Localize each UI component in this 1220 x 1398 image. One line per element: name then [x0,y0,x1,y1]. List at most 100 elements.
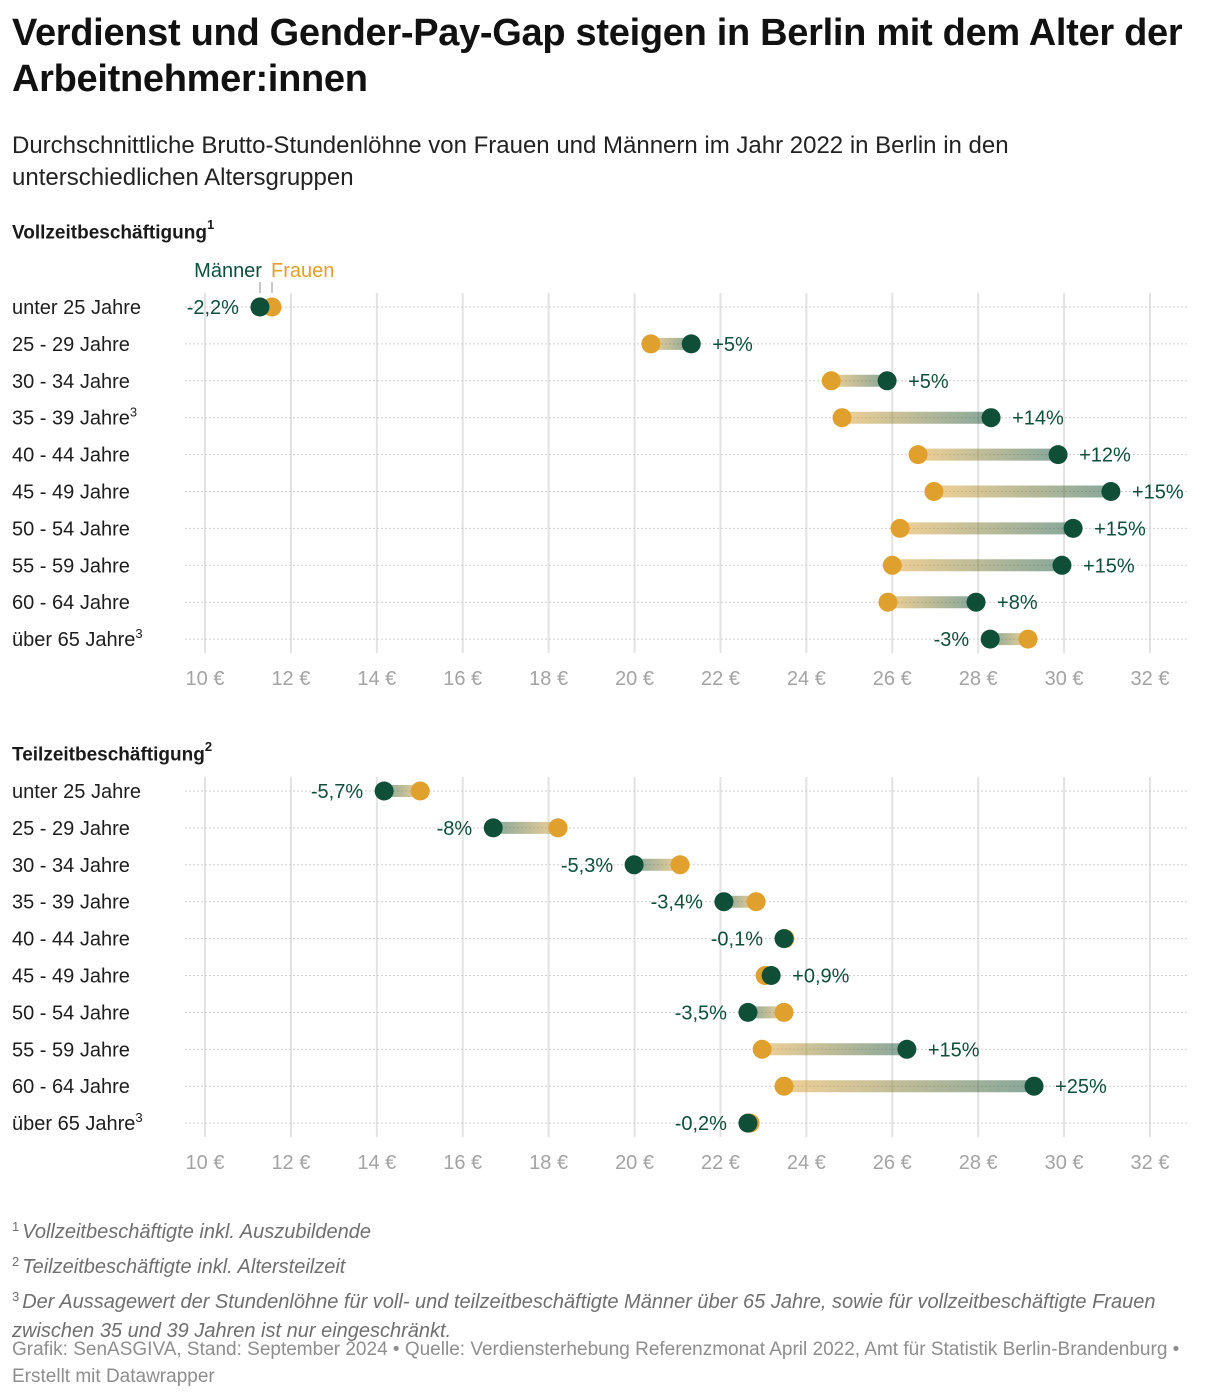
footnote-number: 3 [12,1289,20,1304]
category-label: über 65 Jahre3 [12,1110,143,1135]
legend-women: Frauen [271,260,334,282]
footnote-text: Vollzeitbeschäftigte inkl. Auszubildende [22,1221,371,1243]
footnote-text: Der Aussagewert der Stundenlöhne für vol… [12,1291,1156,1342]
footnote-ref: 2 [204,739,213,754]
men-dot [774,929,794,949]
women-dot [890,518,910,538]
chart-subtitle: Durchschnittliche Brutto-Stundenlöhne vo… [12,132,1009,191]
x-tick-label: 10 € [186,1152,225,1174]
women-dot [774,1002,794,1022]
women-dot [821,371,841,391]
category-label: 40 - 44 Jahre [12,929,130,951]
dumbbell-chart-teilzeit: 10 € 12 € 14 € 16 € 18 € 20 € 22 € 24 € 26 € 28 €… [12,777,1188,1174]
gap-label: +5% [712,334,753,356]
gap-label: +15% [928,1039,980,1061]
gap-label: +15% [1132,482,1184,504]
men-dot [738,1113,758,1133]
footnote-number: 2 [12,1254,20,1269]
x-tick-label: 20 € [615,668,654,690]
men-dot [980,629,1000,649]
women-dot [908,445,928,465]
x-tick-label: 14 € [357,668,396,690]
gap-label: +25% [1055,1076,1107,1098]
x-tick-label: 24 € [787,668,826,690]
men-dot [1063,518,1083,538]
dumbbell-chart-vollzeit: 10 € 12 € 14 € 16 € 18 € 20 € 22 € 24 € 26 € 28 €… [12,260,1188,690]
women-dot [752,1039,772,1059]
women-dot [746,892,766,912]
men-dot [681,334,701,354]
men-dot [1048,445,1068,465]
category-label: 45 - 49 Jahre [12,966,130,988]
x-tick-label: 26 € [873,1152,912,1174]
men-dot [483,818,503,838]
x-tick-label: 16 € [443,668,482,690]
footnote-number: 1 [12,1219,20,1234]
footnote-1: 1 Vollzeitbeschäftigte inkl. Auszubildend… [12,1212,1207,1247]
x-tick-label: 30 € [1045,1152,1084,1174]
gap-label: +5% [908,371,949,393]
men-dot [761,966,781,985]
men-dot [877,371,897,391]
category-label: unter 25 Jahre [12,297,141,319]
women-dot [882,555,902,575]
gap-label: -5,7% [311,781,363,803]
men-dot [1101,482,1121,501]
source-credit: Grafik: SenASGIVA, Stand: September 2024… [12,1339,1180,1387]
chart-title: Verdienst und Gender-Pay-Gap steigen in … [12,12,1183,100]
category-label: 35 - 39 Jahre3 [12,405,137,430]
x-tick-label: 12 € [271,1152,310,1174]
category-label: 60 - 64 Jahre [12,1076,130,1098]
category-label: 50 - 54 Jahre [12,1002,130,1024]
category-label: 45 - 49 Jahre [12,482,130,504]
category-label: 55 - 59 Jahre [12,1039,130,1061]
women-dot [670,855,690,875]
gap-label: -2,2% [187,297,239,319]
gap-label: +12% [1079,445,1131,467]
category-label: 35 - 39 Jahre [12,892,130,914]
footnotes: 1 Vollzeitbeschäftigte inkl. Auszubildend… [12,1212,1207,1346]
category-label: über 65 Jahre3 [12,626,143,651]
section-title-text: Vollzeitbeschäftigung [12,222,207,244]
category-label: 30 - 34 Jahre [12,371,130,393]
gap-label: -0,2% [675,1113,727,1135]
category-label: 50 - 54 Jahre [12,518,130,540]
section-title-teilzeit: Teilzeitbeschäftigung2 [12,739,213,766]
footnote-text: Teilzeitbeschäftigte inkl. Altersteilzei… [22,1256,346,1278]
men-dot [738,1002,758,1022]
men-dot [250,297,270,317]
x-tick-label: 30 € [1045,668,1084,690]
women-dot [832,408,852,428]
women-dot [410,781,430,801]
category-label: 55 - 59 Jahre [12,555,130,577]
x-tick-label: 26 € [873,668,912,690]
gap-label: -3,5% [675,1002,727,1024]
x-tick-label: 10 € [186,668,225,690]
x-tick-label: 22 € [701,668,740,690]
gap-label: +14% [1012,408,1064,430]
x-tick-label: 18 € [529,1152,568,1174]
gap-label: +8% [997,592,1038,614]
footnote-ref: 1 [206,217,215,232]
x-tick-label: 32 € [1131,668,1170,690]
x-tick-label: 12 € [271,668,310,690]
men-dot [981,408,1001,428]
women-dot [1018,629,1038,649]
category-label: 25 - 29 Jahre [12,818,130,840]
footnote-2: 2 Teilzeitbeschäftigte inkl. Altersteilze… [12,1247,1207,1282]
men-dot [374,781,394,801]
legend-men: Männer [194,260,262,282]
x-tick-label: 24 € [787,1152,826,1174]
men-dot [1024,1076,1044,1096]
gap-label: -8% [437,818,473,840]
x-tick-label: 32 € [1131,1152,1170,1174]
category-label: 40 - 44 Jahre [12,445,130,467]
men-dot [624,855,644,875]
women-dot [641,334,661,354]
gap-label: +15% [1094,518,1146,540]
gap-label: -3% [934,629,970,651]
x-tick-label: 14 € [357,1152,396,1174]
women-dot [924,482,944,501]
men-dot [714,892,734,912]
women-dot [548,818,568,838]
